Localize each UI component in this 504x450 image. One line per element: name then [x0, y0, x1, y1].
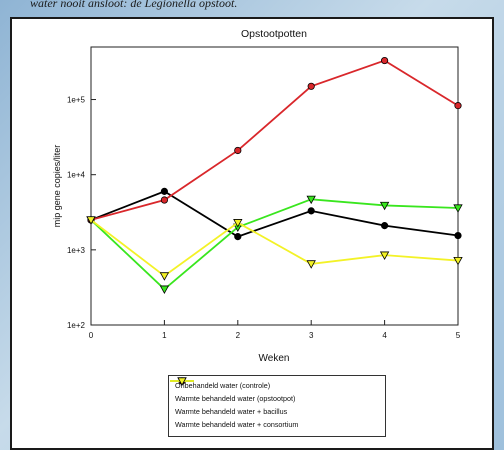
data-point — [454, 102, 462, 110]
data-point — [453, 256, 463, 266]
data-point — [306, 260, 316, 269]
legend-item: Warmte behandeld water + consortium — [170, 377, 379, 431]
x-tick-label: 4 — [382, 331, 387, 340]
y-axis-ticks: 1e+2 1e+3 1e+4 1e+5 — [67, 96, 96, 330]
data-point — [234, 233, 242, 241]
legend-label: Warmte behandeld water (opstootpot) — [175, 394, 296, 403]
series-path — [90, 198, 459, 291]
data-point — [159, 272, 170, 281]
legend-item: Onbehandeld water (controle) — [170, 377, 379, 392]
data-point — [379, 201, 390, 211]
legend-item: Warmte behandeld water + bacillus — [170, 377, 379, 418]
data-point — [86, 216, 96, 225]
data-point — [454, 231, 462, 240]
data-point — [307, 207, 315, 215]
series-line — [87, 56, 462, 224]
y-axis-label: mip gene copies/liter — [52, 145, 62, 228]
data-point — [380, 56, 389, 65]
legend-swatch — [170, 377, 194, 386]
data-point — [159, 285, 170, 294]
y-tick-label: 1e+4 — [67, 171, 86, 180]
plot-area — [90, 46, 459, 326]
data-point — [160, 196, 168, 204]
series-path — [90, 219, 459, 278]
x-tick-label: 0 — [89, 331, 94, 340]
x-tick-label: 3 — [309, 331, 314, 340]
data-point — [160, 187, 168, 195]
x-tick-label: 5 — [456, 331, 461, 340]
y-tick-label: 1e+2 — [67, 321, 86, 330]
y-tick-label: 1e+3 — [67, 246, 86, 255]
chart-title: Opstootpotten — [241, 28, 307, 40]
y-tick-label: 1e+5 — [67, 96, 86, 105]
legend-label: Warmte behandeld water + bacillus — [175, 407, 288, 416]
series-line — [86, 195, 463, 294]
series-path — [90, 190, 459, 238]
x-tick-label: 1 — [162, 331, 167, 340]
x-tick-label: 2 — [236, 331, 241, 340]
legend-label: Warmte behandeld water + consortium — [175, 420, 299, 429]
series-path — [90, 59, 459, 221]
legend-label: Onbehandeld water (controle) — [175, 381, 271, 390]
chart-legend: Onbehandeld water (controle) Warmte behan… — [168, 375, 386, 437]
data-point — [233, 219, 243, 228]
data-point — [177, 377, 187, 386]
data-point — [307, 82, 315, 90]
data-point — [379, 251, 390, 260]
series-line — [86, 216, 463, 281]
data-point — [380, 222, 389, 230]
data-point — [306, 195, 316, 205]
x-axis-ticks: 0 1 2 3 4 5 — [89, 320, 461, 340]
page-caption: water nooit ansloot: de Legionella opsto… — [30, 0, 238, 10]
legend-item: Warmte behandeld water (opstootpot) — [170, 377, 379, 405]
x-axis-label: Weken — [259, 353, 290, 364]
data-point — [234, 146, 242, 155]
series-layer — [86, 56, 463, 294]
data-point — [453, 204, 463, 213]
